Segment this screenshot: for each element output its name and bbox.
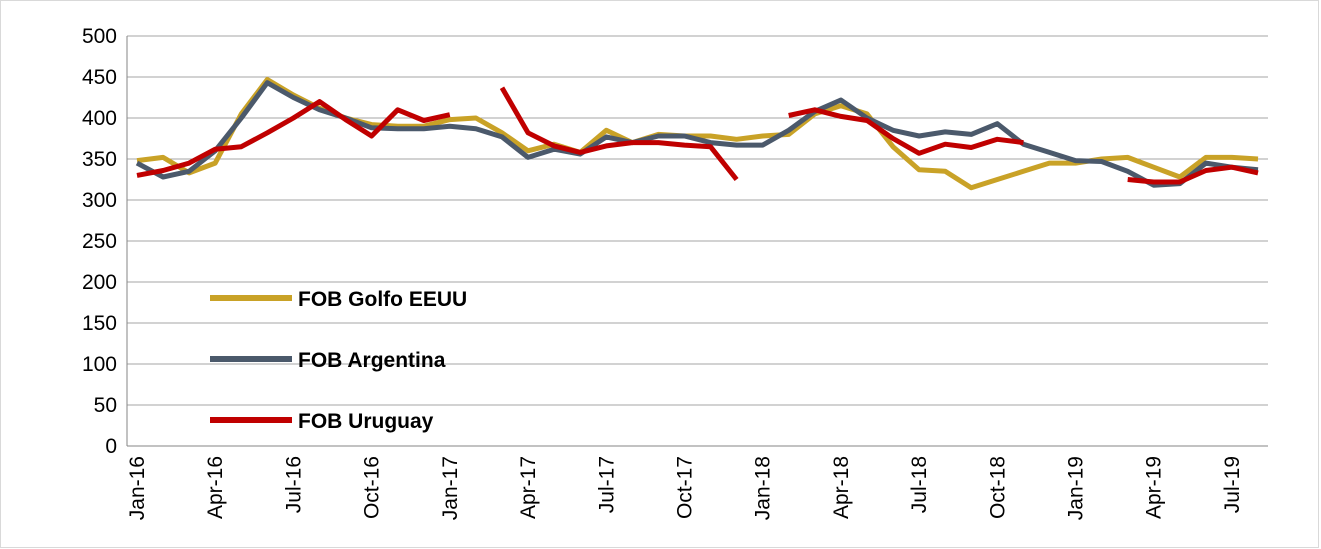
y-tick-label: 300 [82, 189, 117, 212]
y-tick-label: 150 [82, 312, 117, 335]
series-line [136, 77, 1259, 191]
series-line [136, 86, 1259, 185]
y-tick-label: 250 [82, 230, 117, 253]
y-tick-label: 50 [94, 394, 117, 417]
x-tick-label: Apr-18 [830, 456, 853, 519]
y-tick-label: 500 [82, 25, 117, 48]
y-tick-label: 400 [82, 107, 117, 130]
series-line [135, 80, 1259, 188]
legend-label: FOB Golfo EEUU [298, 288, 467, 311]
x-tick-label: Jul-16 [282, 456, 305, 513]
x-tick-label: Oct-16 [361, 456, 384, 519]
x-tick-label: Apr-16 [204, 456, 227, 519]
y-tick-label: 100 [82, 353, 117, 376]
y-tick-label: 350 [82, 148, 117, 171]
x-tick-label: Jul-17 [595, 456, 618, 513]
x-tick-label: Apr-19 [1143, 456, 1166, 519]
y-tick-label: 450 [82, 66, 117, 89]
x-tick-label: Jan-18 [752, 456, 775, 520]
x-tick-label: Oct-18 [986, 456, 1009, 519]
x-tick-label: Jan-19 [1065, 456, 1088, 520]
legend-label: FOB Argentina [298, 349, 446, 372]
x-tick-label: Apr-17 [517, 456, 540, 519]
x-tick-label: Jul-19 [1221, 456, 1244, 513]
legend-label: FOB Uruguay [298, 410, 434, 433]
x-tick-label: Jan-17 [439, 456, 462, 520]
x-tick-label: Jul-18 [908, 456, 931, 513]
y-tick-label: 0 [105, 435, 117, 458]
x-tick-label: Oct-17 [673, 456, 696, 519]
x-tick-label: Jan-16 [126, 456, 149, 520]
y-tick-label: 200 [82, 271, 117, 294]
